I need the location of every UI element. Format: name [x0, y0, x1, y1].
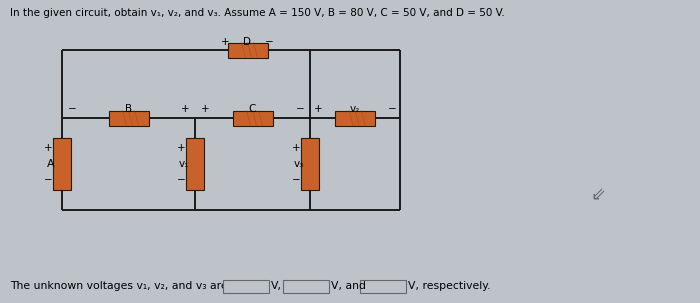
Text: −: −	[295, 104, 304, 114]
Text: −: −	[43, 175, 52, 185]
Text: C: C	[248, 104, 256, 114]
Text: +: +	[181, 104, 189, 114]
Text: D: D	[244, 37, 251, 47]
Text: −: −	[388, 104, 396, 114]
Text: +: +	[314, 104, 322, 114]
Text: v₃: v₃	[294, 159, 304, 169]
Text: +: +	[201, 104, 209, 114]
Text: +: +	[221, 37, 230, 47]
Text: A: A	[47, 159, 55, 169]
Bar	[228, 42, 267, 58]
Text: The unknown voltages v₁, v₂, and v₃ are: The unknown voltages v₁, v₂, and v₃ are	[10, 281, 228, 291]
Bar	[301, 138, 319, 190]
Bar	[283, 279, 329, 292]
Text: −: −	[176, 175, 186, 185]
Bar	[108, 111, 148, 125]
Text: +: +	[176, 143, 186, 153]
Text: ⇙: ⇙	[590, 186, 606, 204]
Bar	[232, 111, 272, 125]
Text: B: B	[125, 104, 132, 114]
Bar	[335, 111, 375, 125]
Bar	[186, 138, 204, 190]
Text: V,: V,	[271, 281, 282, 291]
Text: −: −	[292, 175, 300, 185]
Text: V, and: V, and	[331, 281, 366, 291]
Text: In the given circuit, obtain v₁, v₂, and v₃. Assume A = 150 V, B = 80 V, C = 50 : In the given circuit, obtain v₁, v₂, and…	[10, 8, 505, 18]
Bar	[223, 279, 269, 292]
Text: V, respectively.: V, respectively.	[408, 281, 491, 291]
Text: +: +	[43, 143, 52, 153]
Bar	[360, 279, 406, 292]
Text: −: −	[265, 37, 274, 47]
Text: v₂: v₂	[350, 104, 360, 114]
Text: −: −	[68, 104, 76, 114]
Text: v₁: v₁	[178, 159, 189, 169]
Bar	[53, 138, 71, 190]
Text: +: +	[292, 143, 300, 153]
